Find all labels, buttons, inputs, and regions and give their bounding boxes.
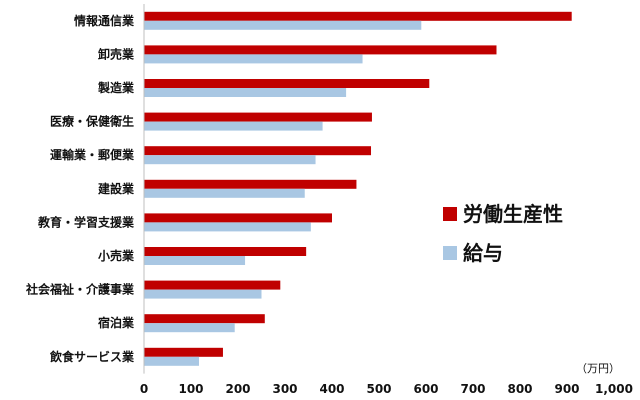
legend-swatch [443, 246, 457, 260]
legend-swatch [443, 207, 457, 221]
bar-productivity [144, 79, 430, 88]
bar-salary [144, 155, 316, 165]
bar-productivity [144, 247, 307, 256]
x-tick-label: 900 [554, 382, 579, 396]
x-tick-labels: 0 100 200 300 400 500 600 700 800 900 1,000 [140, 382, 633, 396]
x-tick-label: 500 [366, 382, 391, 396]
category-label: 運輸業・郵便業 [50, 147, 135, 162]
bar-salary [144, 289, 262, 299]
category-label: 建設業 [97, 181, 135, 196]
x-tick-label: 1,000 [595, 382, 633, 396]
bar-productivity [144, 45, 497, 55]
bar-salary [144, 222, 311, 232]
bar-productivity [144, 112, 372, 122]
category-label: 宿泊業 [98, 315, 135, 330]
category-label: 卸売業 [98, 46, 135, 61]
category-label: 小売業 [98, 248, 135, 263]
bar-productivity [144, 146, 372, 156]
unit-label: （万円） [576, 362, 620, 375]
category-label: 医療・保健衛生 [50, 114, 134, 129]
x-tick-label: 700 [460, 382, 485, 396]
bar-productivity [144, 213, 332, 223]
category-label: 教育・学習支援業 [37, 214, 135, 229]
bar-productivity [144, 179, 357, 189]
bar-salary [144, 188, 305, 198]
bar-salary [144, 256, 246, 265]
bar-salary [144, 20, 422, 30]
bar-salary [144, 356, 199, 366]
bar-salary [144, 54, 363, 64]
bar-productivity [144, 11, 572, 21]
bar-salary [144, 323, 235, 333]
x-tick-label: 400 [319, 382, 344, 396]
category-label: 製造業 [97, 80, 135, 95]
legend-label: 労働生産性 [463, 202, 563, 226]
x-tick-label: 0 [140, 382, 148, 396]
category-labels: 情報通信業卸売業製造業医療・保健衛生運輸業・郵便業建設業教育・学習支援業小売業社… [25, 13, 135, 364]
bar-salary [144, 88, 347, 97]
category-label: 情報通信業 [74, 13, 135, 28]
x-tick-label: 800 [507, 382, 532, 396]
category-label: 社会福祉・介護事業 [25, 282, 135, 297]
legend-label: 給与 [463, 241, 503, 265]
x-tick-label: 600 [413, 382, 438, 396]
x-tick-label: 200 [225, 382, 250, 396]
bar-productivity [144, 280, 281, 290]
bar-productivity [144, 314, 265, 324]
bar-productivity [144, 347, 223, 357]
x-tick-label: 100 [178, 382, 203, 396]
category-label: 飲食サービス業 [49, 349, 135, 364]
bars-group [144, 11, 572, 366]
bar-salary [144, 121, 323, 131]
x-tick-label: 300 [272, 382, 297, 396]
